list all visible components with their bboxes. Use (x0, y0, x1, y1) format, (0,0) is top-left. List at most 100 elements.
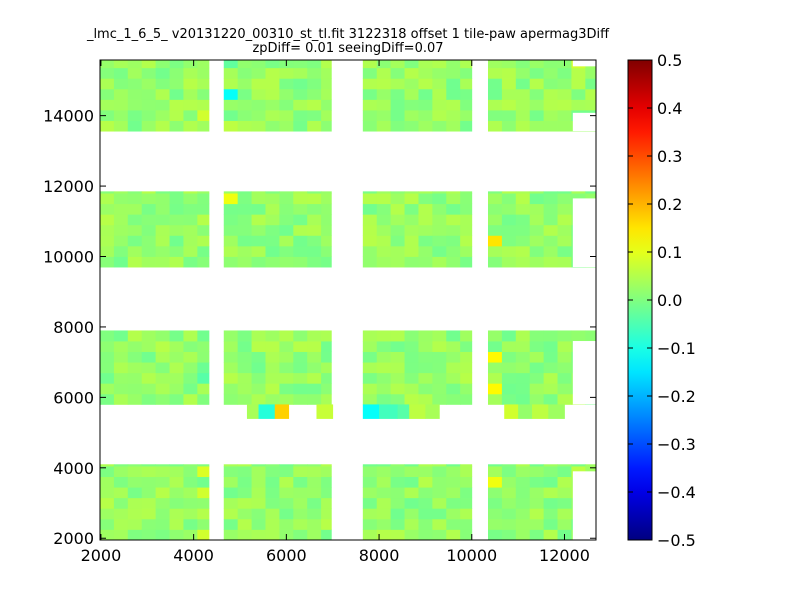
heatmap-cell (265, 351, 280, 363)
heatmap-cell (543, 487, 558, 499)
heatmap-cell (100, 362, 115, 374)
heatmap-cell (390, 245, 405, 257)
heatmap-cell (113, 487, 129, 499)
heatmap-cell (155, 351, 170, 363)
heatmap-gap (572, 112, 596, 132)
heatmap-cell (183, 487, 198, 499)
heatmap-cell (446, 508, 461, 520)
heatmap-cell (155, 518, 170, 530)
heatmap-cell (237, 214, 252, 226)
heatmap-cell (446, 476, 461, 488)
heatmap-cell (169, 393, 184, 405)
heatmap-cell (251, 214, 266, 226)
heatmap-cell (487, 529, 503, 541)
heatmap-cell (557, 235, 572, 247)
heatmap-cell (265, 88, 280, 100)
heatmap-cell (529, 191, 545, 194)
heatmap-cell (265, 464, 280, 467)
heatmap-cell (183, 497, 198, 509)
heatmap-cell (543, 256, 558, 268)
heatmap-cell (265, 99, 280, 111)
heatmap-cell (404, 497, 419, 509)
heatmap-cell (515, 487, 531, 499)
heatmap-cell (390, 351, 405, 363)
heatmap-cell (543, 466, 558, 478)
heatmap-cell (487, 99, 503, 111)
heatmap-cell (543, 99, 558, 111)
heatmap-cell (293, 110, 308, 121)
heatmap-cell (390, 110, 405, 121)
heatmap-cell (197, 487, 210, 499)
heatmap-cell (169, 235, 184, 247)
heatmap-cell (501, 67, 517, 79)
heatmap-cell (183, 351, 198, 363)
heatmap-cell (141, 245, 157, 257)
heatmap-cell (265, 518, 280, 530)
heatmap-cell (446, 235, 461, 247)
heatmap-cell (397, 404, 410, 419)
heatmap-cell (460, 224, 473, 236)
heatmap-cell (293, 88, 308, 100)
heatmap-cell (515, 476, 531, 488)
heatmap-cell (155, 191, 170, 194)
heatmap-cell (390, 120, 405, 132)
heatmap-cell (390, 203, 405, 215)
heatmap-cell (460, 191, 473, 194)
heatmap-cell (404, 60, 419, 69)
heatmap-cell (127, 362, 143, 374)
heatmap-cell (141, 78, 157, 90)
heatmap-cell (279, 120, 294, 132)
heatmap-cell (113, 508, 129, 520)
heatmap-cell (223, 78, 239, 90)
heatmap-cell (362, 256, 378, 268)
heatmap-cell (418, 191, 433, 194)
heatmap-cell (487, 256, 503, 268)
heatmap-cell (446, 67, 461, 79)
heatmap-cell (251, 466, 266, 478)
heatmap-cell (265, 191, 280, 194)
heatmap-cell (432, 214, 447, 226)
heatmap-cell (279, 78, 294, 90)
heatmap-cell (418, 508, 433, 520)
heatmap-cell (100, 466, 115, 478)
heatmap-cell (487, 60, 503, 69)
heatmap-cell (223, 224, 239, 236)
heatmap-cell (460, 245, 473, 257)
heatmap-cell (460, 256, 473, 268)
chart-title-line2: zpDiff= 0.01 seeingDiff=0.07 (252, 41, 443, 56)
heatmap-cell (543, 78, 558, 90)
heatmap-cell (237, 78, 252, 90)
heatmap-cell (529, 203, 545, 215)
heatmap-cell (432, 518, 447, 530)
heatmap-cell (418, 529, 433, 541)
heatmap-cell (379, 404, 398, 419)
heatmap-cell (279, 330, 294, 342)
heatmap-cell (113, 518, 129, 530)
heatmap-cell (321, 67, 332, 79)
heatmap-cell (543, 330, 558, 342)
heatmap-cell (293, 120, 308, 132)
heatmap-cell (487, 383, 503, 395)
heatmap-cell (169, 466, 184, 478)
heatmap-cell (251, 256, 266, 268)
heatmap-cell (321, 341, 332, 352)
heatmap-cell (515, 110, 531, 121)
colorbar-tick-label: −0.4 (657, 483, 696, 502)
heatmap-cell (460, 88, 473, 100)
heatmap-cell (404, 203, 419, 215)
heatmap-cell (390, 529, 405, 541)
heatmap-cell (557, 466, 572, 478)
heatmap-cell (100, 99, 115, 111)
heatmap-cell (197, 193, 210, 205)
heatmap-cell (237, 224, 252, 236)
heatmap-cell (223, 245, 239, 257)
heatmap-cell (127, 60, 143, 69)
heatmap-cell (432, 235, 447, 247)
heatmap-cell (487, 193, 503, 205)
heatmap-cell (432, 497, 447, 509)
heatmap-cell (515, 518, 531, 530)
heatmap-cell (321, 351, 332, 363)
heatmap-cell (543, 214, 558, 226)
heatmap-cell (418, 362, 433, 374)
heatmap-cell (501, 351, 517, 363)
